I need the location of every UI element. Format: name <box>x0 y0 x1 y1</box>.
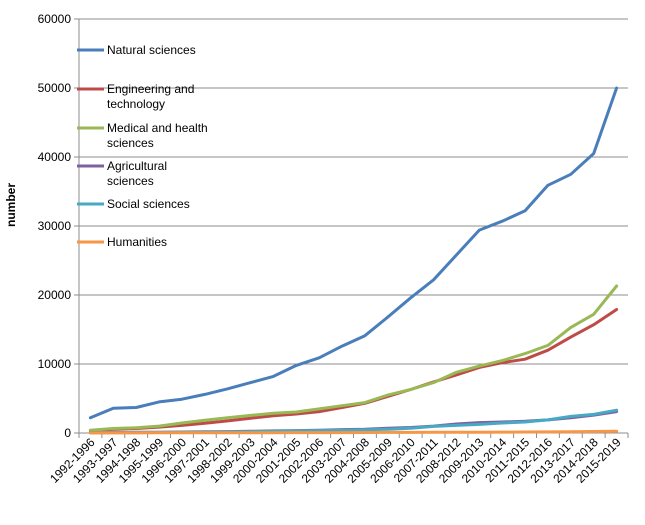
y-tick-label: 60000 <box>38 12 72 26</box>
legend-label-line: Medical and health <box>107 121 208 135</box>
legend-label-line: sciences <box>107 136 154 150</box>
legend-label-line: Natural sciences <box>107 43 196 57</box>
legend-label-line: Agricultural <box>107 159 167 173</box>
y-tick-label: 0 <box>64 426 71 440</box>
x-axis-ticks: 1992-19961993-19971994-19981995-19991996… <box>47 433 629 486</box>
y-axis-label: number <box>4 183 18 227</box>
y-tick-label: 50000 <box>38 81 72 95</box>
legend-label-line: Social sciences <box>107 197 190 211</box>
legend-label: Natural sciences <box>107 43 196 57</box>
legend-label: Medical and health sciences <box>107 121 208 150</box>
y-axis-ticks: 0 10000 20000 30000 40000 50000 60000 <box>38 12 79 440</box>
series-line <box>88 284 619 432</box>
legend-label-line: Humanities <box>107 235 167 249</box>
legend-label: Agricultural sciences <box>107 159 167 188</box>
y-tick-label: 30000 <box>38 219 72 233</box>
legend-label: Humanities <box>107 235 167 249</box>
legend-label: Engineering and technology <box>107 82 194 111</box>
y-tick-label: 40000 <box>38 150 72 164</box>
series-line <box>88 429 619 435</box>
y-tick-label: 20000 <box>38 288 72 302</box>
legend-label-line: sciences <box>107 174 154 188</box>
series-line <box>88 86 619 420</box>
y-tick-label: 10000 <box>38 357 72 371</box>
legend-label: Social sciences <box>107 197 190 211</box>
legend-label-line: technology <box>107 97 165 111</box>
series-lines <box>88 86 619 435</box>
series-line <box>88 408 619 435</box>
legend-label-line: Engineering and <box>107 82 194 96</box>
series-line <box>88 308 619 433</box>
legend: Natural sciences Engineering and technolog… <box>77 43 208 249</box>
